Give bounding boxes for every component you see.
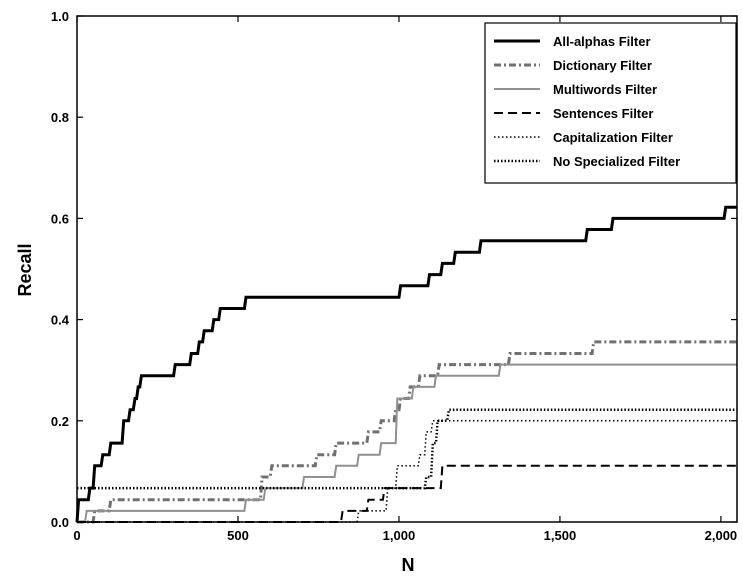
x-axis-title: N [402,555,415,575]
plot-area: 0 500 1,000 1,500 2,000 0.0 0.2 0.4 0.6 0.8 1.0 [51,9,738,543]
legend-box [484,22,737,184]
x-tick-label: 500 [227,528,249,543]
y-tick-label: 0.0 [51,515,69,530]
y-tick-label: 1.0 [51,9,69,24]
x-tick-label: 0 [73,528,80,543]
legend-label-6: No Specialized Filter [553,154,680,169]
y-axis-title: Recall [15,243,35,296]
series-line-4 [77,464,737,523]
y-tick-label: 0.8 [51,110,69,125]
y-tick-label: 0.2 [51,414,69,429]
legend-label-1: All-alphas Filter [553,34,651,49]
legend: All-alphas Filter Dictionary Filter Multiw… [484,22,737,184]
x-tick-label: 1,000 [383,528,416,543]
series-layer [75,205,737,524]
x-tick-label: 1,500 [544,528,577,543]
x-axis-ticks: 0 500 1,000 1,500 2,000 [73,16,737,543]
x-tick-label: 2,000 [705,528,738,543]
legend-label-2: Dictionary Filter [553,58,652,73]
y-tick-label: 0.4 [51,313,70,328]
series-line-6 [77,408,737,490]
series-line-2 [77,340,737,524]
legend-entries: All-alphas Filter Dictionary Filter Multiw… [494,34,680,169]
series-line-1 [75,205,737,523]
series-line-5 [77,420,737,523]
series-line-3 [77,363,737,523]
y-tick-label: 0.6 [51,211,69,226]
legend-label-4: Sentences Filter [553,106,653,121]
legend-label-5: Capitalization Filter [553,130,673,145]
legend-label-3: Multiwords Filter [553,82,657,97]
plot-frame [76,15,738,523]
